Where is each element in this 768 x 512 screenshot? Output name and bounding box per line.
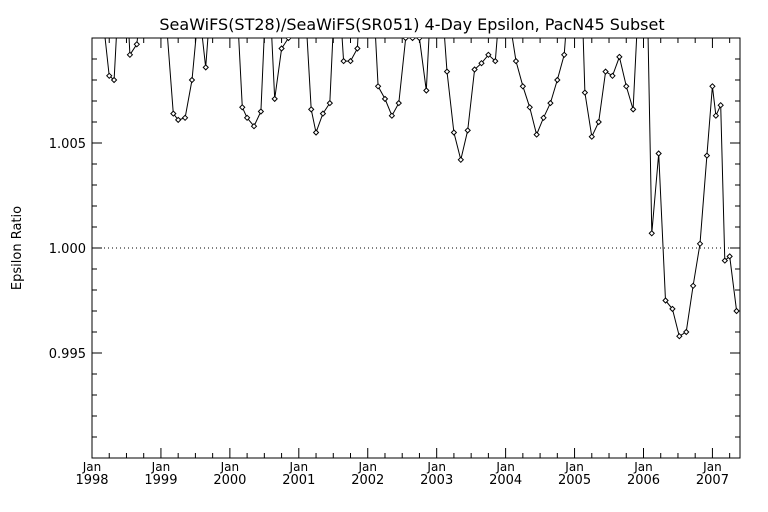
data-point xyxy=(616,53,623,61)
data-point xyxy=(703,152,711,159)
x-tick-year-label: 2003 xyxy=(420,473,453,488)
data-point xyxy=(326,99,334,107)
data-point xyxy=(257,108,265,115)
data-point xyxy=(188,76,196,84)
data-point xyxy=(485,51,492,59)
data-point xyxy=(202,64,209,71)
data-point xyxy=(676,332,683,340)
data-point xyxy=(602,68,609,75)
data-point xyxy=(243,114,251,122)
data-point xyxy=(170,110,177,117)
x-tick-month-label: Jan xyxy=(220,460,240,474)
data-point xyxy=(416,38,423,42)
x-tick-year-label: 2004 xyxy=(489,473,522,488)
data-point xyxy=(464,127,471,134)
plot-area: 0.9951.0001.005Jan1998Jan1999Jan2000Jan2… xyxy=(49,37,740,488)
x-tick-month-label: Jan xyxy=(426,460,446,474)
x-tick-month-label: Jan xyxy=(151,460,171,474)
data-point xyxy=(709,83,716,90)
x-tick-year-label: 2006 xyxy=(627,473,660,488)
x-tick-month-label: Jan xyxy=(633,460,653,474)
data-point xyxy=(239,104,246,111)
data-point xyxy=(689,282,697,290)
x-tick-year-label: 2005 xyxy=(558,473,591,488)
data-point xyxy=(540,114,547,122)
data-point xyxy=(347,57,354,65)
data-point xyxy=(554,76,561,84)
data-point xyxy=(308,106,315,113)
x-tick-year-label: 2000 xyxy=(213,473,246,488)
data-point xyxy=(374,83,382,90)
x-tick-year-label: 2001 xyxy=(282,473,315,488)
data-point xyxy=(354,45,361,52)
data-point xyxy=(721,257,729,264)
y-tick-label: 1.005 xyxy=(49,137,86,152)
data-point xyxy=(696,240,704,248)
data-point xyxy=(683,328,690,336)
data-point xyxy=(278,45,285,52)
x-tick-month-label: Jan xyxy=(82,460,102,474)
data-point xyxy=(110,76,118,84)
data-point xyxy=(409,38,416,42)
data-point xyxy=(450,129,458,136)
chart-title: SeaWiFS(ST28)/SeaWiFS(SR051) 4-Day Epsil… xyxy=(159,15,664,34)
data-point xyxy=(512,57,520,65)
data-point xyxy=(547,99,554,107)
y-tick-label: 1.000 xyxy=(49,242,86,257)
data-point xyxy=(478,59,485,67)
data-point xyxy=(443,68,451,75)
data-point xyxy=(717,101,724,109)
data-point xyxy=(662,297,669,304)
data-point xyxy=(492,57,499,65)
data-point xyxy=(595,118,602,126)
data-point xyxy=(126,51,134,59)
data-point xyxy=(250,122,258,130)
data-point xyxy=(733,307,740,315)
data-point xyxy=(174,116,182,124)
data-point xyxy=(402,38,409,42)
data-point xyxy=(712,112,720,119)
x-tick-month-label: Jan xyxy=(702,460,722,474)
data-point xyxy=(312,129,320,136)
data-point xyxy=(648,230,655,237)
series-line xyxy=(104,38,738,337)
data-point xyxy=(471,66,478,73)
data-point xyxy=(655,150,662,157)
data-point xyxy=(133,41,141,48)
x-tick-month-label: Jan xyxy=(495,460,515,474)
data-point xyxy=(623,83,630,90)
series-group xyxy=(104,38,740,340)
x-tick-year-label: 2007 xyxy=(696,473,729,488)
data-point xyxy=(381,95,389,103)
x-tick-year-label: 1999 xyxy=(144,473,177,488)
data-point xyxy=(581,89,589,96)
data-point xyxy=(629,106,637,113)
data-point xyxy=(588,133,595,140)
data-point xyxy=(457,156,465,164)
data-point xyxy=(519,83,527,90)
x-tick-month-label: Jan xyxy=(289,460,309,474)
data-point xyxy=(669,305,676,313)
data-point xyxy=(423,87,430,94)
data-point xyxy=(533,131,540,138)
data-point xyxy=(285,38,292,42)
y-axis-label: Epsilon Ratio xyxy=(10,206,25,290)
data-point xyxy=(319,110,327,117)
x-tick-year-label: 1998 xyxy=(75,473,108,488)
x-tick-year-label: 2002 xyxy=(351,473,384,488)
data-point xyxy=(609,72,616,80)
data-point xyxy=(271,95,278,103)
x-tick-month-label: Jan xyxy=(357,460,377,474)
data-point xyxy=(340,57,347,65)
y-tick-label: 0.995 xyxy=(49,347,86,362)
x-tick-month-label: Jan xyxy=(564,460,584,474)
data-point xyxy=(388,112,396,119)
data-point xyxy=(395,99,402,107)
data-point xyxy=(726,253,733,260)
data-point xyxy=(526,104,533,111)
data-point xyxy=(181,114,189,122)
data-point xyxy=(106,72,113,80)
data-point xyxy=(561,51,568,59)
